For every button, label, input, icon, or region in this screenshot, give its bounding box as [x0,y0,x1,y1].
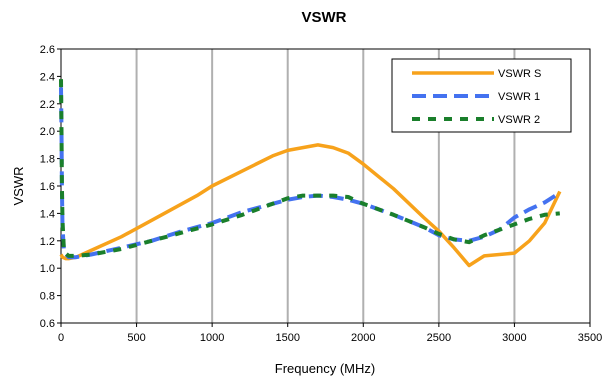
y-axis-label: VSWR [11,167,26,206]
y-tick-label: 1.6 [40,181,55,193]
y-tick-label: 2.2 [40,99,55,111]
x-tick-label: 3000 [502,332,526,344]
y-axis-ticks: 0.6 0.8 1.0 1.2 1.4 1.6 1.8 2.0 2.2 2.4 2.6 [40,44,61,330]
x-tick-label: 3500 [578,332,602,344]
x-axis-ticks: 0 500 1000 1500 2000 2500 3000 3500 [58,323,602,344]
x-axis-label: Frequency (MHz) [275,361,375,376]
series-lines [59,79,562,268]
legend-label: VSWR S [498,68,541,80]
x-tick-label: 2500 [427,332,451,344]
chart-title: VSWR [302,9,347,26]
x-tick-label: 500 [127,332,145,344]
y-tick-label: 1.2 [40,236,55,248]
y-tick-label: 2.6 [40,44,55,56]
x-tick-label: 1000 [200,332,224,344]
x-tick-label: 1500 [275,332,299,344]
series-line-vswr-s [59,143,562,268]
legend-label: VSWR 2 [498,114,540,126]
y-tick-label: 1.8 [40,154,55,166]
x-tick-label: 2000 [351,332,375,344]
y-tick-label: 0.6 [40,318,55,330]
y-tick-label: 2.0 [40,126,55,138]
series-line-vswr-2 [59,79,560,258]
y-tick-label: 1.4 [40,208,55,220]
legend: VSWR S VSWR 1 VSWR 2 [391,58,572,133]
y-tick-label: 1.0 [40,263,55,275]
x-tick-label: 0 [58,332,64,344]
y-tick-label: 2.4 [40,71,55,83]
legend-label: VSWR 1 [498,91,540,103]
y-tick-label: 0.8 [40,291,55,303]
